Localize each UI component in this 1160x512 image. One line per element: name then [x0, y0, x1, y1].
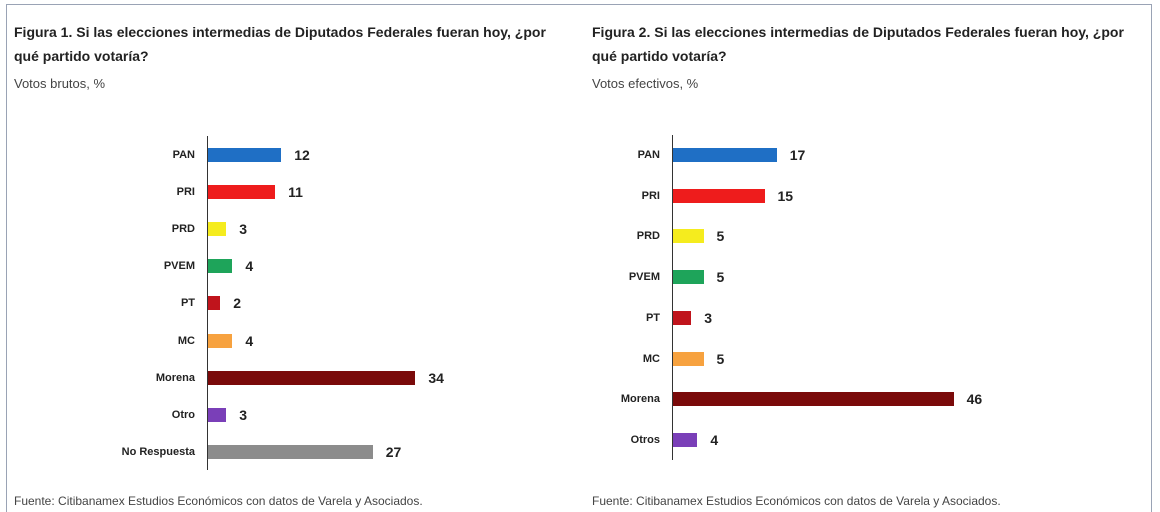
category-label: PAN	[172, 149, 195, 161]
bar	[673, 392, 954, 407]
value-label: 12	[294, 147, 310, 163]
source-note: Fuente: Citibanamex Estudios Económicos …	[14, 494, 423, 508]
category-label: PRI	[176, 186, 195, 199]
category-label: No Respuesta	[121, 445, 195, 458]
value-label: 11	[288, 184, 303, 201]
category-label: PAN	[637, 149, 660, 161]
value-label: 4	[710, 431, 719, 448]
bar	[208, 444, 373, 459]
category-label: PRD	[171, 223, 195, 236]
bar	[208, 222, 227, 237]
axis-line	[672, 134, 673, 461]
category-label: MC	[177, 334, 195, 347]
value-label: 3	[239, 221, 248, 238]
value-label: 34	[428, 369, 444, 386]
category-label: Otro	[171, 408, 195, 421]
category-label: PVEM	[628, 271, 660, 284]
bar	[673, 148, 777, 162]
category-label: PT	[645, 311, 660, 324]
category-label: MC	[642, 352, 660, 365]
value-label: 2	[233, 295, 241, 312]
bar	[208, 148, 282, 162]
source-note: Fuente: Citibanamex Estudios Económicos …	[592, 494, 1001, 508]
chart-subtitle: Votos efectivos, %	[592, 76, 699, 91]
bar	[673, 310, 692, 325]
bar	[673, 351, 704, 366]
value-label: 46	[966, 391, 983, 408]
axis-line	[207, 136, 208, 471]
bar	[208, 185, 276, 200]
category-label: Otros	[630, 433, 660, 446]
value-label: 3	[239, 406, 248, 423]
frame	[6, 4, 1152, 512]
bar	[208, 296, 221, 311]
bar	[673, 229, 704, 244]
value-label: 5	[716, 228, 725, 245]
category-label: Morena	[620, 393, 660, 406]
category-label: PRI	[641, 189, 660, 202]
value-label: 4	[245, 332, 254, 349]
chart-subtitle: Votos brutos, %	[14, 76, 106, 91]
value-label: 4	[245, 258, 254, 275]
value-label: 5	[716, 269, 725, 286]
value-label: 3	[704, 309, 713, 326]
value-label: 5	[716, 350, 725, 367]
category-label: PRD	[636, 230, 660, 243]
category-label: PT	[180, 297, 195, 310]
bar	[208, 407, 227, 422]
bar	[208, 333, 233, 348]
category-label: Morena	[155, 371, 195, 384]
chart-title: Figura 1. Si las elecciones intermedias …	[14, 24, 546, 64]
value-label: 17	[789, 147, 806, 163]
value-label: 27	[385, 443, 402, 460]
value-label: 15	[777, 187, 794, 204]
bar	[673, 270, 704, 285]
chart-title: Figura 2. Si las elecciones intermedias …	[592, 24, 1124, 64]
bar	[673, 188, 765, 203]
bar	[673, 432, 698, 447]
category-label: PVEM	[163, 260, 195, 273]
bar	[208, 370, 416, 385]
bar	[208, 259, 233, 274]
